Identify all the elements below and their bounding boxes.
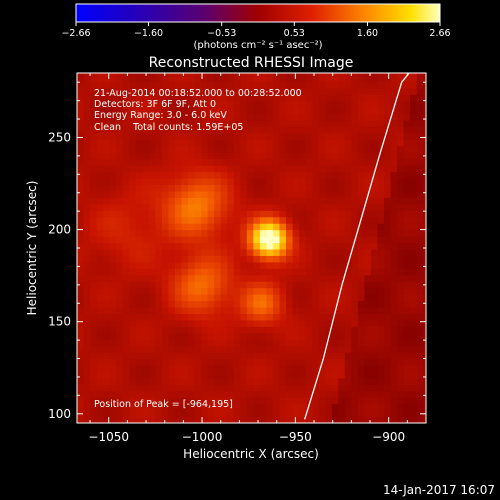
- info-counts: Clean Total counts: 1.59E+05: [94, 122, 243, 133]
- colorbar-tick-label: 1.60: [357, 28, 378, 39]
- x-axis: −1050 −1000 −950 −900: [88, 73, 427, 444]
- info-detectors: Detectors: 3F 6F 9F, Att 0: [94, 99, 216, 110]
- colorbar-tick-label: 2.66: [429, 28, 450, 39]
- y-axis-label: Heliocentric Y (arcsec): [25, 181, 39, 316]
- colorbar-units-label: (photons cm⁻² s⁻¹ asec⁻²): [193, 40, 322, 51]
- colorbar-ticks: −2.66 −1.60 −0.53 0.53 1.60 2.66: [61, 22, 451, 39]
- y-tick-label: 150: [48, 315, 71, 329]
- y-tick-label: 200: [48, 223, 71, 237]
- limb-line: [304, 73, 410, 420]
- y-axis: 100 150 200 250: [48, 81, 426, 421]
- solar-limb: [304, 73, 410, 420]
- heatmap-image: [77, 73, 426, 423]
- x-tick-label: −1000: [182, 430, 223, 444]
- colorbar-tick-label: 0.53: [284, 28, 305, 39]
- colorbar-tick-label: −2.66: [61, 28, 90, 39]
- colorbar: [75, 3, 441, 23]
- info-energy-range: Energy Range: 3.0 - 6.0 keV: [94, 110, 227, 121]
- observation-info: 21-Aug-2014 00:18:52.000 to 00:28:52.000…: [94, 88, 302, 133]
- chart-title: Reconstructed RHESSI Image: [149, 55, 354, 71]
- y-tick-label: 250: [48, 130, 71, 144]
- colorbar-tick-label: −1.60: [134, 28, 163, 39]
- x-axis-label: Heliocentric X (arcsec): [183, 447, 319, 461]
- peak-position-label: Position of Peak = [-964,195]: [94, 399, 233, 410]
- y-tick-label: 100: [48, 407, 71, 421]
- footer-date: 14-Jan-2017 16:07: [383, 483, 495, 497]
- info-time-range: 21-Aug-2014 00:18:52.000 to 00:28:52.000: [94, 88, 302, 99]
- x-tick-label: −900: [372, 430, 405, 444]
- x-tick-label: −950: [279, 430, 312, 444]
- x-tick-label: −1050: [88, 430, 129, 444]
- colorbar-tick-label: −0.53: [207, 28, 236, 39]
